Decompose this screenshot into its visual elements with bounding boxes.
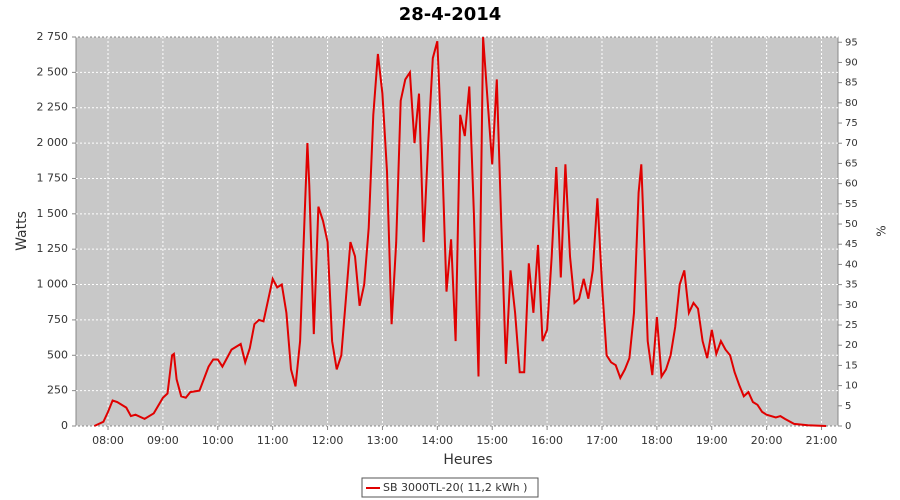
x-tick-label: 09:00 (147, 434, 179, 447)
x-tick-label: 19:00 (696, 434, 728, 447)
x-tick-label: 08:00 (92, 434, 124, 447)
y2-tick-label: 10 (845, 381, 858, 392)
y2-tick-label: 95 (845, 37, 858, 48)
y-tick-label: 1 000 (37, 278, 69, 291)
y2-tick-label: 65 (845, 158, 858, 169)
y2-tick-label: 35 (845, 280, 858, 291)
x-tick-label: 14:00 (421, 434, 453, 447)
legend (361, 477, 539, 498)
x-tick-label: 10:00 (202, 434, 234, 447)
y2-tick-label: 30 (845, 300, 858, 311)
x-tick-label: 12:00 (312, 434, 344, 447)
y-tick-label: 1 500 (37, 207, 69, 220)
y2-tick-label: 70 (845, 138, 858, 149)
y2-tick-label: 40 (845, 259, 858, 270)
y-tick-label: 2 000 (37, 136, 69, 149)
y-tick-label: 1 250 (37, 242, 69, 255)
y2-tick-label: 85 (845, 78, 858, 89)
legend-label: SB 3000TL-20( 11,2 kWh ) (383, 481, 527, 494)
y2-tick-label: 20 (845, 340, 858, 351)
x-tick-label: 15:00 (476, 434, 508, 447)
x-tick-label: 21:00 (806, 434, 838, 447)
y2-tick-label: 15 (845, 360, 858, 371)
y-tick-label: 0 (61, 419, 68, 432)
y-axis-label: Watts (14, 211, 30, 251)
x-axis-label: Heures (443, 452, 492, 468)
y2-tick-label: 55 (845, 199, 858, 210)
y-tick-label: 2 750 (37, 30, 69, 43)
line-series (93, 36, 827, 427)
y2-tick-label: 75 (845, 118, 858, 129)
y-tick-label: 1 750 (37, 171, 69, 184)
y2-tick-label: 80 (845, 98, 858, 109)
chart-title: 28-4-2014 (399, 4, 502, 25)
y-tick-label: 250 (47, 384, 68, 397)
x-tick-label: 16:00 (531, 434, 563, 447)
y2-tick-label: 90 (845, 57, 858, 68)
y-tick-label: 2 250 (37, 101, 69, 114)
x-tick-label: 20:00 (751, 434, 783, 447)
x-tick-label: 11:00 (257, 434, 289, 447)
y2-tick-label: 45 (845, 239, 858, 250)
x-tick-label: 18:00 (641, 434, 673, 447)
x-tick-label: 17:00 (586, 434, 618, 447)
y2-tick-label: 60 (845, 179, 858, 190)
y2-tick-label: 25 (845, 320, 858, 331)
y2-axis-label: % (875, 225, 889, 236)
x-tick-label: 13:00 (367, 434, 399, 447)
y2-tick-label: 50 (845, 219, 858, 230)
y2-tick-label: 5 (845, 401, 851, 412)
y-tick-label: 500 (47, 348, 68, 361)
y2-tick-label: 0 (845, 421, 851, 432)
y-tick-label: 2 500 (37, 65, 69, 78)
y-tick-label: 750 (47, 313, 68, 326)
